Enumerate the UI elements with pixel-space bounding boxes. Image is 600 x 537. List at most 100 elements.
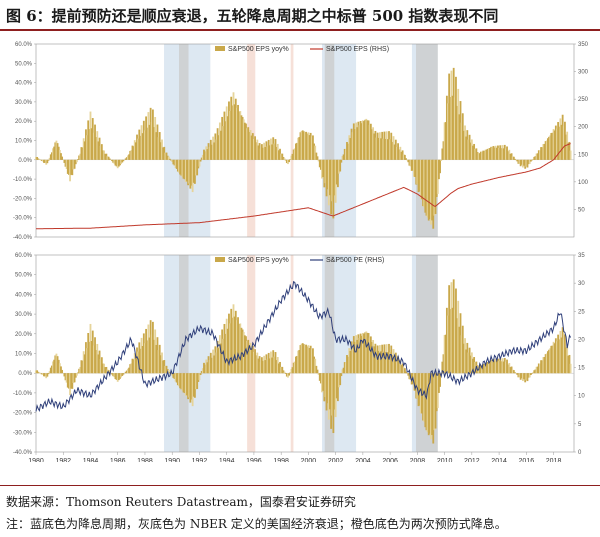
eps-yoy-bar (445, 95, 448, 160)
eps-yoy-bar (41, 159, 44, 162)
eps-yoy-bar (49, 154, 52, 160)
eps-yoy-bar (458, 114, 461, 160)
eps-yoy-bar (342, 367, 345, 374)
eps-yoy-bar (234, 98, 237, 160)
eps-yoy-bar (146, 127, 149, 160)
x-tick-label: 1980 (28, 458, 44, 462)
eps-yoy-bar (456, 105, 459, 160)
eps-yoy-bar (399, 359, 402, 374)
eps-yoy-bar (290, 155, 293, 160)
eps-yoy-bar (430, 373, 432, 440)
eps-yoy-bar (522, 373, 524, 382)
y-tick-label: -10.0% (13, 177, 33, 183)
eps-yoy-bar (380, 351, 382, 374)
eps-yoy-bar (105, 366, 108, 374)
eps-yoy-bar (79, 367, 82, 374)
eps-yoy-bar (568, 141, 571, 160)
eps-yoy-bar (315, 365, 318, 374)
eps-yoy-bar (536, 153, 539, 160)
eps-yoy-bar (41, 373, 44, 375)
eps-yoy-bar (264, 360, 267, 374)
eps-yoy-bar (474, 148, 477, 160)
eps-yoy-bar (427, 373, 430, 436)
eps-yoy-bar (106, 156, 109, 160)
eps-yoy-bar (92, 345, 95, 374)
eps-yoy-bar (178, 373, 180, 387)
eps-yoy-bar (534, 156, 537, 160)
eps-yoy-bar (292, 149, 295, 160)
eps-yoy-bar (44, 159, 46, 163)
eps-yoy-bar (159, 142, 162, 160)
eps-yoy-bar (36, 370, 39, 374)
eps-yoy-bar (221, 329, 224, 374)
eps-yoy-bar (500, 148, 503, 160)
eps-yoy-bar (151, 109, 154, 160)
eps-yoy-bar (426, 159, 429, 218)
eps-yoy-bar (108, 371, 111, 374)
eps-yoy-bar (141, 346, 144, 374)
eps-yoy-bar (434, 159, 437, 215)
eps-yoy-bar (310, 349, 313, 374)
eps-yoy-bar (164, 365, 167, 374)
eps-yoy-bar (390, 345, 393, 374)
eps-yoy-bar (204, 151, 207, 160)
eps-yoy-bar (550, 133, 553, 160)
eps-yoy-bar (424, 373, 427, 428)
eps-yoy-bar (203, 362, 205, 374)
eps-yoy-bar (191, 159, 194, 193)
eps-yoy-bar (253, 351, 255, 374)
eps-yoy-bar (283, 371, 286, 374)
eps-yoy-bar (133, 140, 136, 160)
eps-yoy-bar (299, 345, 302, 374)
eps-yoy-bar (122, 159, 125, 162)
eps-yoy-bar (449, 309, 452, 374)
eps-yoy-bar (127, 155, 129, 160)
eps-yoy-bar (483, 150, 486, 160)
x-tick-label: 1986 (110, 458, 126, 462)
eps-yoy-bar (75, 373, 78, 376)
eps-yoy-bar (389, 352, 392, 374)
eps-yoy-bar (532, 158, 535, 160)
eps-yoy-bar (233, 104, 236, 160)
eps-yoy-bar (350, 341, 353, 374)
eps-yoy-bar (512, 370, 515, 374)
eps-yoy-bar (154, 329, 157, 374)
eps-yoy-bar (277, 150, 280, 160)
eps-yoy-bar (508, 149, 511, 160)
eps-yoy-bar (425, 159, 428, 216)
eps-yoy-bar (280, 153, 283, 160)
eps-yoy-bar (297, 137, 300, 160)
eps-yoy-bar (351, 344, 354, 374)
eps-yoy-bar (107, 156, 110, 160)
eps-yoy-bar (58, 149, 61, 160)
eps-yoy-bar (524, 159, 527, 169)
eps-yoy-bar (296, 142, 298, 160)
eps-yoy-bar (36, 156, 39, 160)
eps-yoy-bar (501, 145, 504, 160)
eps-yoy-bar (375, 350, 378, 374)
eps-yoy-bar (277, 363, 280, 374)
eps-yoy-bar (322, 159, 325, 178)
eps-yoy-bar (527, 159, 530, 165)
eps-yoy-bar (98, 137, 101, 160)
eps-yoy-bar (285, 159, 288, 164)
eps-yoy-bar (171, 159, 174, 163)
eps-yoy-bar (142, 120, 145, 160)
eps-yoy-bar (291, 367, 294, 374)
eps-yoy-bar (96, 131, 99, 160)
y-tick-label: 40.0% (15, 292, 33, 298)
eps-yoy-bar (86, 135, 88, 160)
eps-yoy-bar (245, 336, 247, 374)
eps-yoy-bar (163, 360, 166, 374)
eps-yoy-bar (287, 373, 289, 378)
eps-yoy-bar (484, 149, 487, 160)
eps-yoy-bar (228, 101, 230, 160)
eps-yoy-bar (520, 373, 523, 379)
eps-yoy-bar (247, 127, 250, 160)
eps-yoy-bar (197, 159, 200, 169)
eps-yoy-bar (566, 344, 569, 374)
eps-yoy-bar (237, 317, 239, 374)
eps-yoy-bar (69, 373, 71, 396)
y-tick-label: -10.0% (13, 391, 33, 397)
eps-yoy-bar (242, 331, 245, 374)
